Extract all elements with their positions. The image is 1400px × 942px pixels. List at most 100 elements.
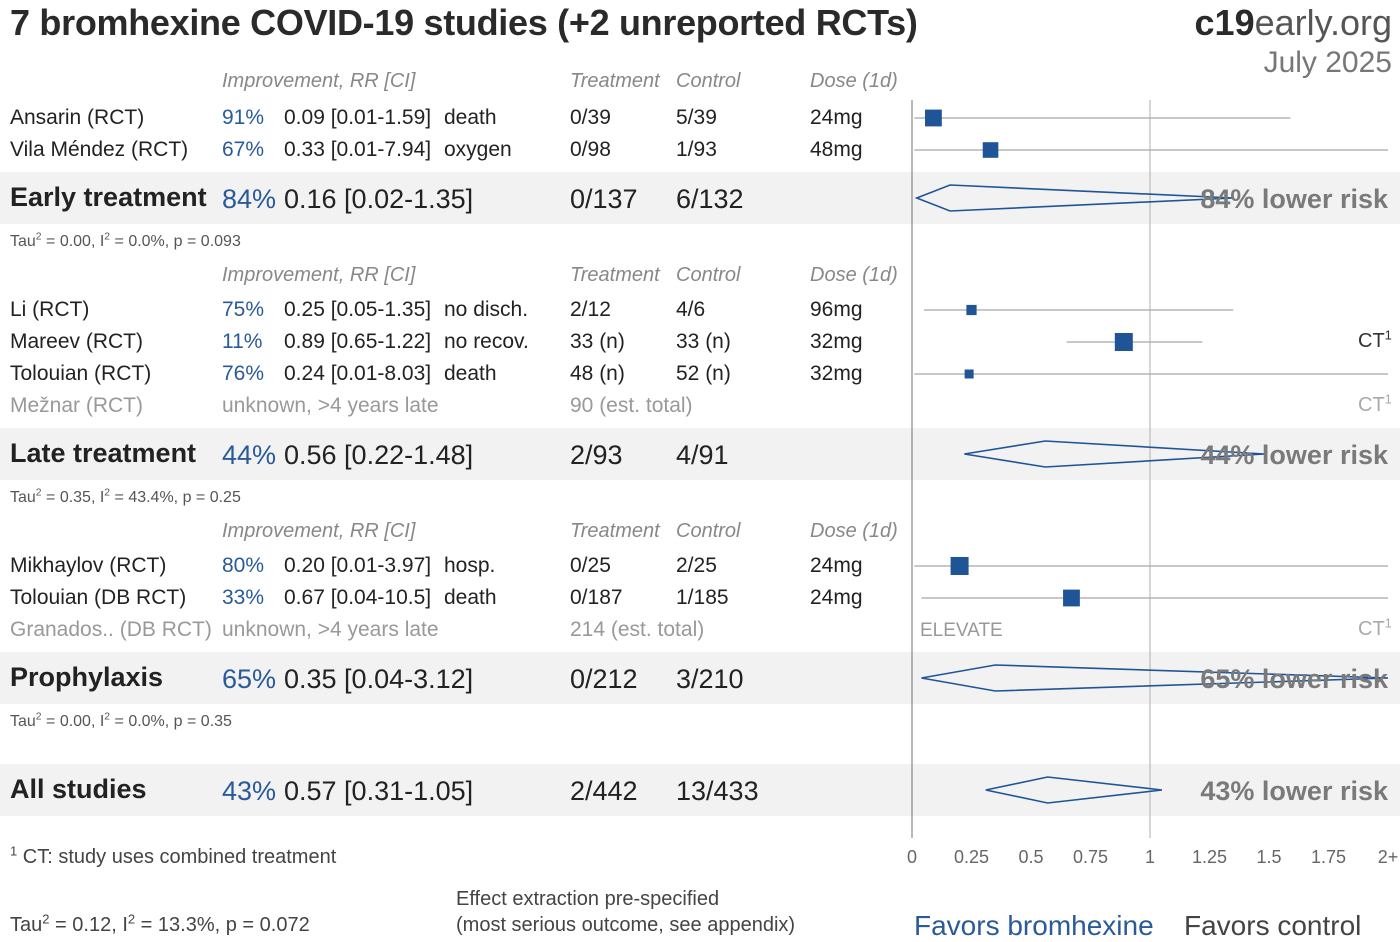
study-outcome: death [444, 362, 497, 385]
footnote: 1 CT: study uses combined treatment [10, 843, 337, 868]
x-tick-label: 0.5 [1018, 847, 1043, 867]
summary-treatment: 0/212 [570, 664, 638, 694]
effect-marker [1114, 333, 1133, 351]
header-treatment: Treatment [570, 264, 660, 286]
study-dose: 96mg [810, 298, 863, 321]
summary-improvement: 65% [222, 664, 277, 694]
study-control: 52 (n) [676, 362, 731, 385]
unreported-study-name[interactable]: Granados.. (DB RCT) [10, 618, 212, 641]
risk-label: 84% lower risk [1200, 184, 1389, 214]
overall-heterogeneity-stats: Tau2 = 0.12, I2 = 13.3%, p = 0.072 [10, 911, 310, 936]
study-outcome: death [444, 586, 497, 609]
brand-rest: early.org [1254, 2, 1392, 43]
summary-improvement: 43% [222, 776, 277, 806]
study-dose: 32mg [810, 330, 863, 353]
x-tick-label: 1.25 [1192, 847, 1227, 867]
summary-improvement: 44% [222, 440, 277, 470]
study-rr: 0.25 [0.05-1.35] [284, 298, 432, 321]
summary-improvement: 84% [222, 184, 277, 214]
summary-label: All studies [10, 774, 147, 804]
heterogeneity-stats: Tau2 = 0.00, I2 = 0.0%, p = 0.35 [10, 711, 232, 730]
summary-label: Early treatment [10, 182, 207, 212]
summary-rr: 0.56 [0.22-1.48] [284, 440, 474, 470]
effect-marker [982, 142, 999, 158]
unreported-study-name[interactable]: Mežnar (RCT) [10, 394, 144, 417]
study-improvement: 76% [222, 362, 265, 385]
summary-diamond [914, 184, 1234, 212]
page-title: 7 bromhexine COVID-19 studies (+2 unrepo… [10, 2, 918, 43]
study-control: 1/185 [676, 586, 729, 609]
header-control: Control [676, 264, 741, 286]
summary-control: 3/210 [676, 664, 744, 694]
effect-marker [1063, 589, 1080, 607]
trial-acronym: ELEVATE [920, 620, 1003, 641]
study-treatment: 33 (n) [570, 330, 625, 353]
effect-marker [950, 557, 969, 575]
x-tick-label: 0 [907, 847, 917, 867]
header-improvement: Improvement, RR [CI] [222, 520, 416, 542]
study-improvement: 33% [222, 586, 265, 609]
study-outcome: no disch. [444, 298, 529, 321]
summary-control: 13/433 [676, 776, 759, 806]
summary-rr: 0.57 [0.31-1.05] [284, 776, 474, 806]
summary-treatment: 0/137 [570, 184, 638, 214]
summary-treatment: 2/93 [570, 440, 623, 470]
effect-marker [925, 109, 942, 127]
header-treatment: Treatment [570, 70, 660, 92]
summary-rr: 0.35 [0.04-3.12] [284, 664, 474, 694]
summary-rr: 0.16 [0.02-1.35] [284, 184, 474, 214]
study-treatment: 0/39 [570, 106, 611, 129]
effect-marker [966, 304, 977, 316]
study-dose: 24mg [810, 106, 863, 129]
study-control: 2/25 [676, 554, 717, 577]
summary-control: 6/132 [676, 184, 744, 214]
study-control: 5/39 [676, 106, 717, 129]
header-improvement: Improvement, RR [CI] [222, 70, 416, 92]
study-name[interactable]: Mareev (RCT) [10, 330, 144, 353]
study-outcome: hosp. [444, 554, 496, 577]
heterogeneity-stats: Tau2 = 0.35, I2 = 43.4%, p = 0.25 [10, 487, 241, 506]
unreported-total: 90 (est. total) [570, 394, 693, 417]
study-improvement: 91% [222, 106, 265, 129]
study-name[interactable]: Mikhaylov (RCT) [10, 554, 167, 577]
study-treatment: 0/98 [570, 138, 611, 161]
study-rr: 0.09 [0.01-1.59] [284, 106, 432, 129]
brand-bold: c19 [1194, 2, 1255, 43]
favors-treatment-label: Favors bromhexine [914, 910, 1154, 941]
summary-diamond [964, 440, 1265, 468]
summary-label: Prophylaxis [10, 662, 164, 692]
header-dose: Dose (1d) [810, 520, 898, 542]
summary-band-all [0, 764, 1400, 816]
x-tick-label: 0.75 [1073, 847, 1108, 867]
study-control: 33 (n) [676, 330, 731, 353]
study-name[interactable]: Ansarin (RCT) [10, 106, 145, 129]
extraction-note-line1: Effect extraction pre-specified [456, 888, 720, 910]
risk-label: 44% lower risk [1200, 440, 1389, 470]
extraction-note-line2: (most serious outcome, see appendix) [456, 914, 796, 936]
summary-label: Late treatment [10, 438, 197, 468]
study-name[interactable]: Li (RCT) [10, 298, 90, 321]
study-name[interactable]: Tolouian (RCT) [10, 362, 152, 385]
study-dose: 48mg [810, 138, 863, 161]
study-outcome: death [444, 106, 497, 129]
summary-diamond [985, 776, 1162, 804]
study-name[interactable]: Tolouian (DB RCT) [10, 586, 187, 609]
x-tick-label: 1.75 [1311, 847, 1346, 867]
summary-control: 4/91 [676, 440, 729, 470]
header-dose: Dose (1d) [810, 70, 898, 92]
x-tick-label: 1 [1145, 847, 1155, 867]
study-dose: 24mg [810, 554, 863, 577]
header-treatment: Treatment [570, 520, 660, 542]
summary-treatment: 2/442 [570, 776, 638, 806]
study-outcome: oxygen [444, 138, 512, 161]
study-name[interactable]: Vila Méndez (RCT) [10, 138, 189, 161]
header-improvement: Improvement, RR [CI] [222, 264, 416, 286]
heterogeneity-stats: Tau2 = 0.00, I2 = 0.0%, p = 0.093 [10, 231, 241, 250]
study-treatment: 0/25 [570, 554, 611, 577]
date-label: July 2025 [1263, 46, 1392, 79]
study-rr: 0.89 [0.65-1.22] [284, 330, 432, 353]
brand-logo[interactable]: c19early.org [1195, 2, 1392, 44]
study-improvement: 80% [222, 554, 265, 577]
x-tick-label: 2+ [1378, 847, 1399, 867]
